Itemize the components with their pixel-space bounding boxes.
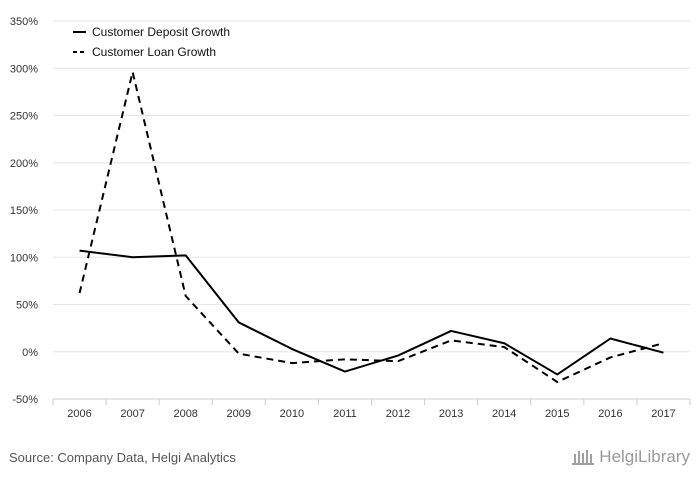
data-point [555,372,559,376]
data-point [661,341,665,345]
x-tick-label: 2012 [386,408,410,420]
data-point [555,380,559,384]
data-point [608,337,612,341]
data-point [78,291,82,295]
helgi-library-logo[interactable]: HelgiLibrary [571,447,690,467]
line-chart: -50% 0% 50% 100% 150% 200% 250% 300% 350% 2006 200… [10,16,691,420]
data-point [343,370,347,374]
data-point [131,255,135,259]
data-point [608,355,612,359]
x-tick-label: 2007 [120,408,144,420]
x-tick-label: 2015 [545,408,569,420]
x-tick-label: 2017 [651,408,675,420]
data-point [237,320,241,324]
x-tick-label: 2014 [492,408,516,420]
y-tick-label: 200% [10,158,38,170]
series-line-customer-deposit-growth [79,249,664,376]
y-tick-label: -50% [12,394,38,406]
x-tick-label: 2009 [227,408,251,420]
x-tick-label: 2010 [280,408,304,420]
y-tick-label: 50% [16,300,38,312]
y-tick-label: 0% [22,347,38,359]
data-point [184,253,188,257]
series-line-customer-loan-growth [78,71,664,383]
data-point [502,341,506,345]
data-point [396,359,400,363]
data-point [502,345,506,349]
y-tick-label: 350% [10,16,38,28]
logo-text: HelgiLibrary [599,447,690,466]
data-point [396,354,400,358]
y-tick-label: 100% [10,252,38,264]
data-point [131,70,135,74]
x-tick-label: 2013 [439,408,463,420]
x-tick-label: 2016 [598,408,622,420]
x-tick-label: 2008 [173,408,197,420]
legend-label: Customer Loan Growth [92,45,216,59]
data-point [449,329,453,333]
source-note: Source: Company Data, Helgi Analytics [9,450,236,465]
data-point [78,249,82,253]
data-point [290,361,294,365]
y-tick-label: 300% [10,63,38,75]
y-tick-label: 150% [10,205,38,217]
data-point [290,347,294,351]
x-tick-label: 2006 [67,408,91,420]
y-tick-label: 250% [10,111,38,123]
data-point [449,338,453,342]
library-building-icon [572,450,595,465]
data-point [237,352,241,356]
data-point [343,357,347,361]
legend-label: Customer Deposit Growth [92,25,230,39]
data-point [661,351,665,355]
data-point [184,294,188,298]
x-tick-label: 2011 [333,408,357,420]
